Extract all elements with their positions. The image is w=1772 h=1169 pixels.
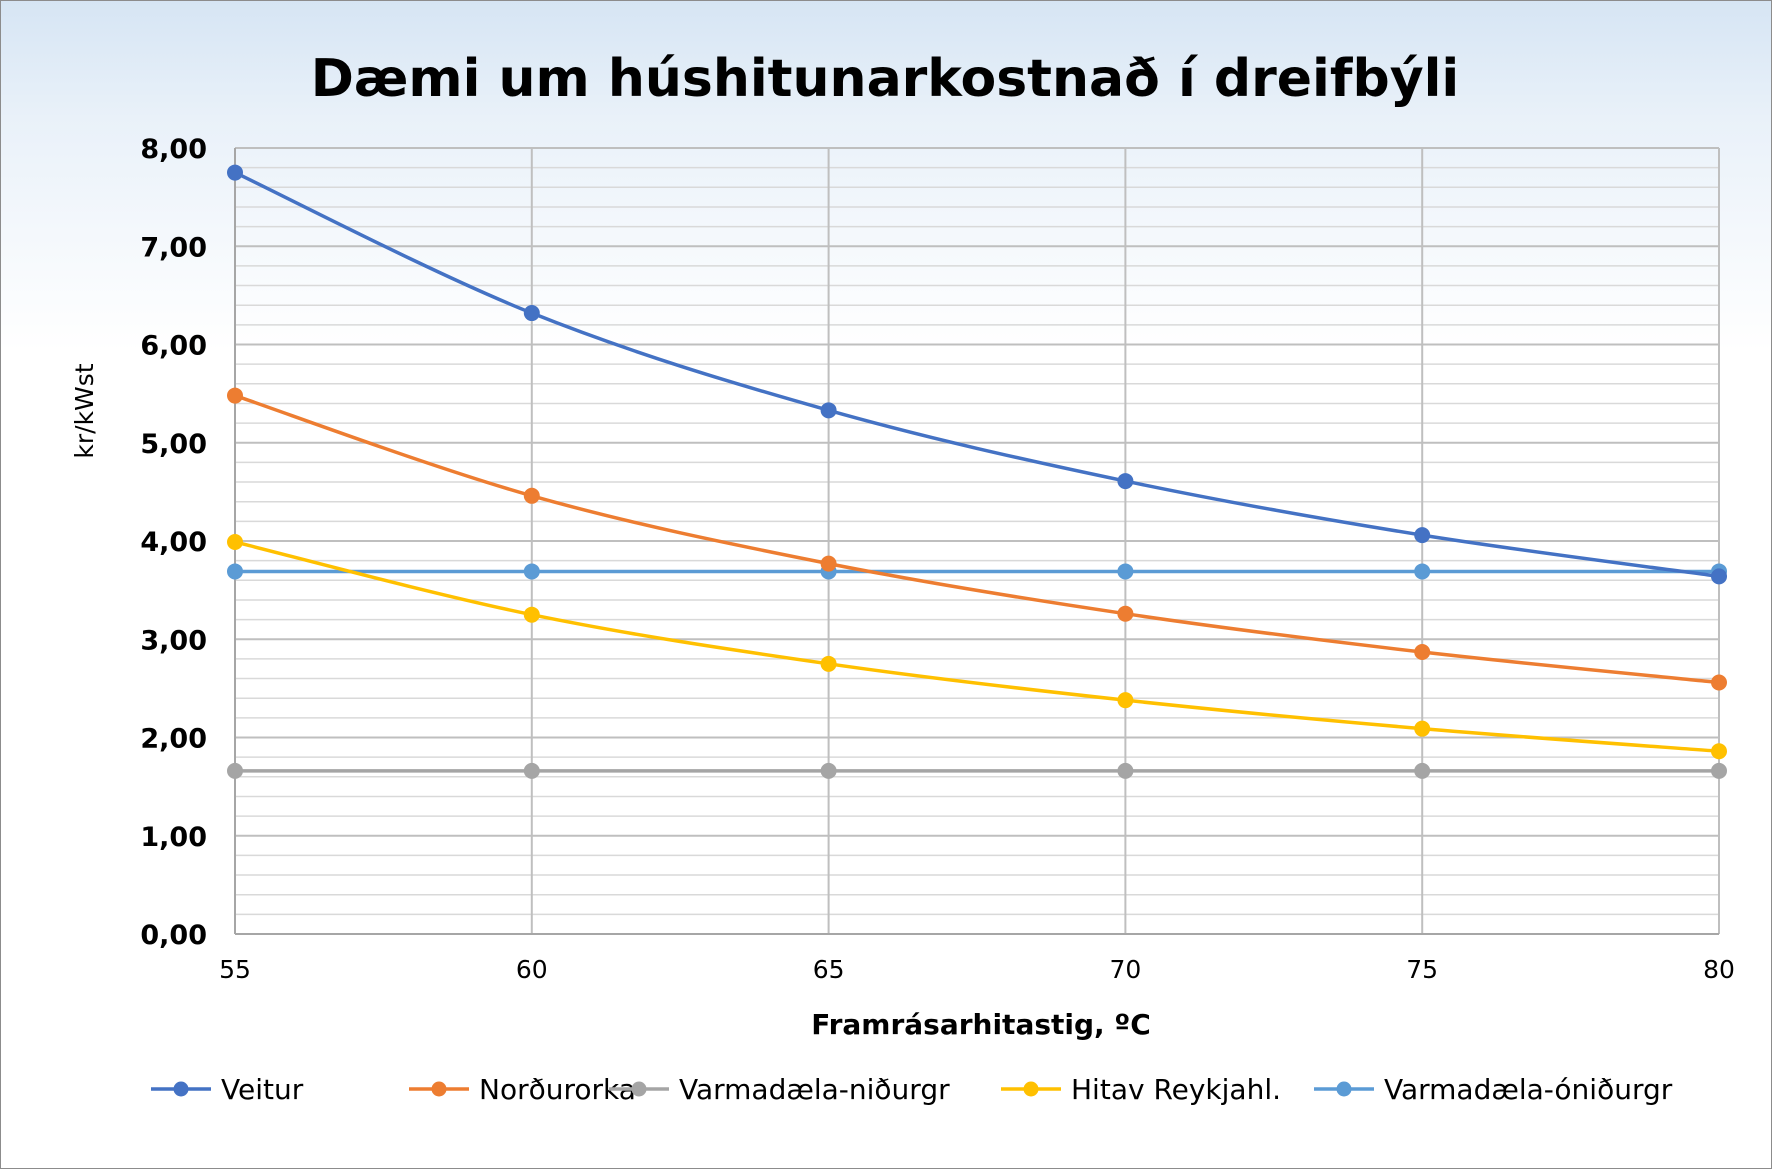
data-point: [1414, 563, 1431, 580]
data-point: [820, 555, 837, 572]
x-tick-label: 75: [1406, 955, 1438, 984]
data-point: [1117, 563, 1134, 580]
y-tick-label: 2,00: [140, 724, 207, 755]
data-point: [1414, 527, 1431, 544]
data-point: [1414, 762, 1431, 779]
y-tick-label: 3,00: [140, 625, 207, 656]
data-point: [1711, 762, 1727, 779]
data-point: [523, 606, 540, 623]
data-point: [1117, 692, 1134, 709]
legend-label: Varmadæla-óniðurgr: [1384, 1073, 1673, 1106]
series-line: [234, 170, 1720, 579]
data-point: [1711, 568, 1727, 585]
y-tick-label: 5,00: [140, 429, 207, 460]
legend-item: Veitur: [151, 1073, 304, 1106]
data-point: [227, 533, 243, 550]
x-tick-label: 70: [1109, 955, 1141, 984]
data-point: [1117, 473, 1134, 490]
series-norðurorka: [227, 387, 1727, 691]
axes: 0,00 1,00 2,00 3,00 4,00 5,00 6,00 7,00 8,00 55 60…: [140, 134, 1735, 984]
series-veitur: [227, 164, 1727, 585]
data-series: [227, 164, 1727, 779]
series-hitav-reykjahl-: [227, 533, 1727, 760]
x-tick-label: 65: [813, 955, 845, 984]
legend: Veitur Norðurorka Varmadæla-niðurgr Hitav R…: [151, 1073, 1673, 1106]
data-point: [1117, 762, 1134, 779]
data-point: [227, 762, 243, 779]
legend-marker: [1336, 1081, 1352, 1097]
y-tick-label: 6,00: [140, 331, 207, 362]
y-tick-label: 4,00: [140, 527, 207, 558]
gridlines: [234, 147, 1720, 935]
legend-label: Hitav Reykjahl.: [1071, 1073, 1281, 1106]
chart-title: Dæmi um húshitunarkostnað í dreifbýli: [311, 49, 1459, 109]
series-varmadæla-óniðurgr: [227, 563, 1727, 580]
series-line: [234, 393, 1720, 685]
data-point: [523, 762, 540, 779]
data-point: [523, 487, 540, 504]
x-axis-label: Framrásarhitastig, ºC: [811, 1008, 1151, 1041]
data-point: [1711, 743, 1727, 760]
legend-item: Varmadæla-óniðurgr: [1314, 1073, 1673, 1106]
data-point: [227, 164, 243, 181]
legend-marker: [1023, 1081, 1039, 1097]
data-point: [820, 655, 837, 672]
data-point: [523, 305, 540, 322]
y-tick-label: 0,00: [140, 920, 207, 951]
series-varmadæla-niðurgr: [227, 762, 1727, 779]
legend-label: Veitur: [221, 1073, 304, 1106]
data-point: [227, 563, 243, 580]
y-tick-label: 8,00: [140, 134, 207, 165]
legend-marker: [431, 1081, 447, 1097]
data-point: [820, 402, 837, 419]
data-point: [1414, 644, 1431, 661]
y-axis-label: kr/kWst: [70, 363, 99, 458]
data-point: [820, 762, 837, 779]
x-tick-label: 80: [1703, 955, 1735, 984]
data-point: [1117, 605, 1134, 622]
y-tick-label: 7,00: [140, 232, 207, 263]
x-tick-label: 55: [219, 955, 251, 984]
legend-label: Varmadæla-niðurgr: [679, 1073, 950, 1106]
data-point: [227, 387, 243, 404]
data-point: [1414, 720, 1431, 737]
y-tick-label: 1,00: [140, 822, 207, 853]
data-point: [523, 563, 540, 580]
series-line: [234, 540, 1720, 753]
legend-item: Hitav Reykjahl.: [1001, 1073, 1281, 1106]
legend-marker: [173, 1081, 189, 1097]
legend-marker: [631, 1081, 647, 1097]
x-tick-label: 60: [516, 955, 548, 984]
legend-item: Varmadæla-niðurgr: [609, 1073, 950, 1106]
data-point: [1711, 674, 1727, 691]
legend-item: Norðurorka: [409, 1073, 636, 1106]
